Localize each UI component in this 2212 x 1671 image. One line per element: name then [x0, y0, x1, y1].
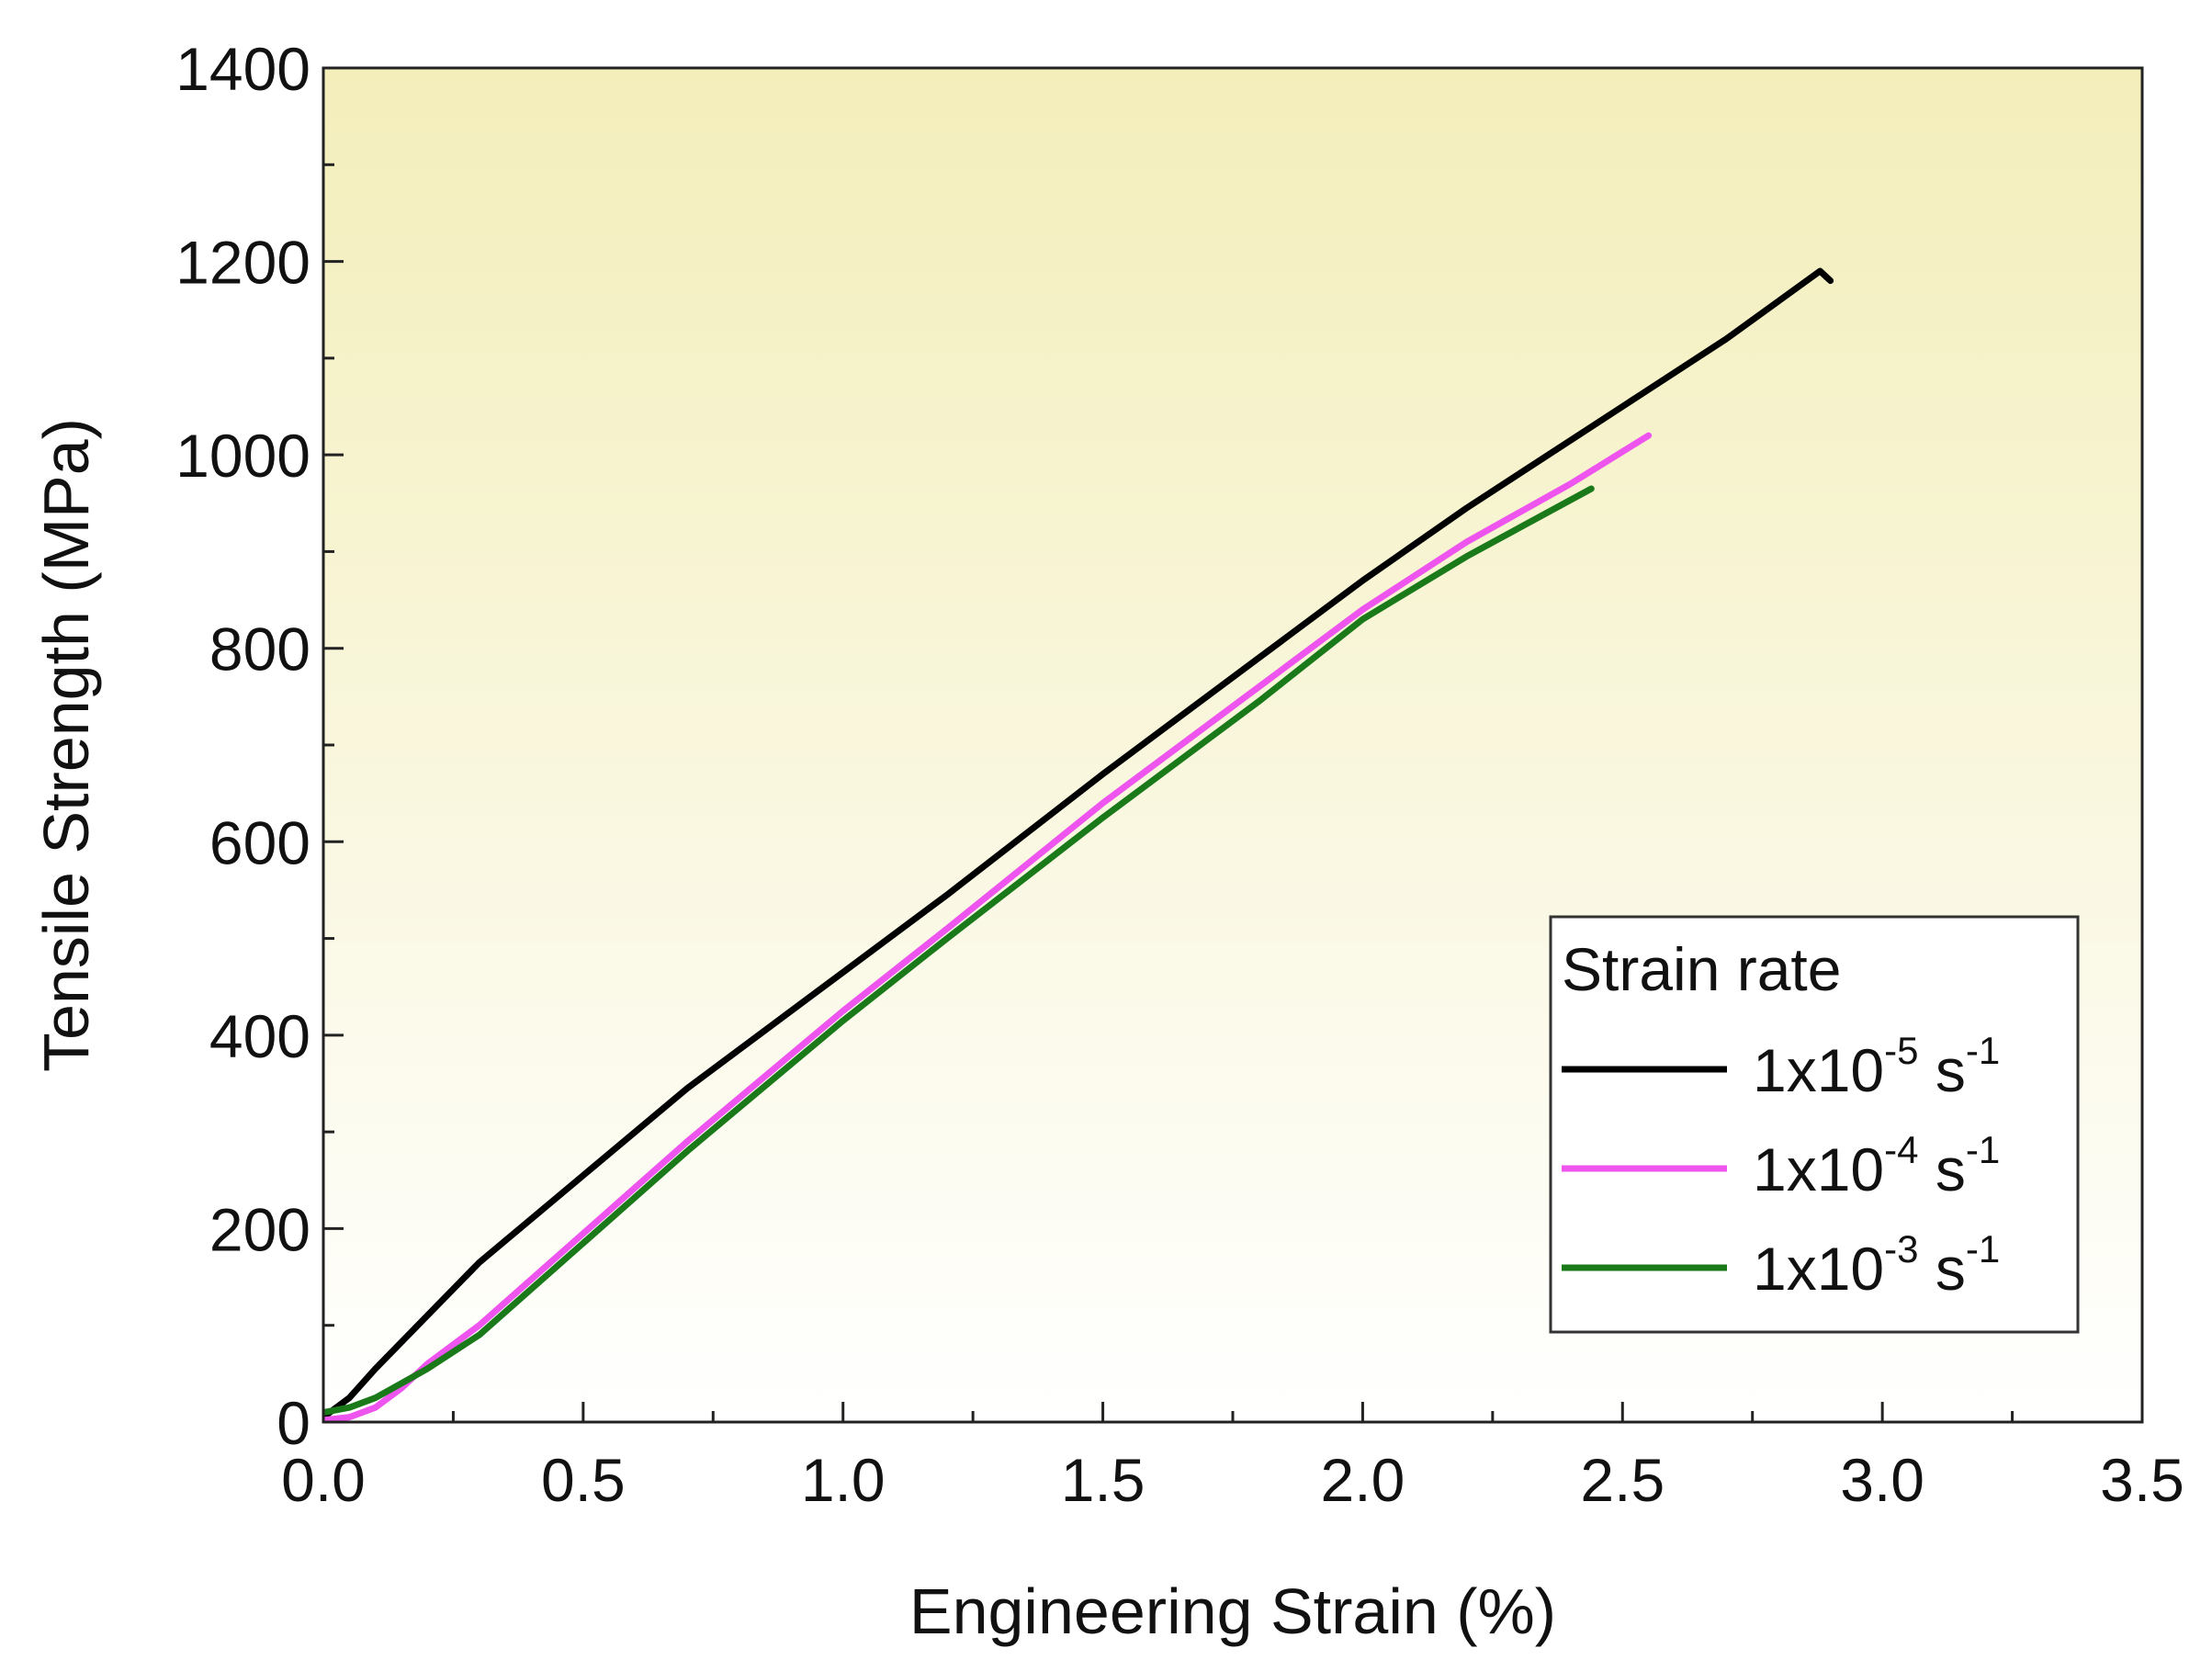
- y-tick-label: 1200: [175, 229, 310, 297]
- x-tick-label: 0.0: [281, 1446, 366, 1514]
- legend-title: Strain rate: [1562, 935, 1841, 1003]
- x-tick-label: 2.0: [1321, 1446, 1405, 1514]
- x-tick-label: 1.0: [801, 1446, 886, 1514]
- y-tick-label: 600: [209, 808, 310, 876]
- y-tick-label: 200: [209, 1195, 310, 1263]
- y-tick-label: 800: [209, 615, 310, 683]
- series-line: [323, 485, 1595, 1416]
- series-line: [323, 267, 1834, 1421]
- x-tick-label: 2.5: [1580, 1446, 1665, 1514]
- legend-label: 1x10-5 s-1: [1753, 1029, 2000, 1104]
- x-tick-label: 1.5: [1061, 1446, 1146, 1514]
- y-tick-label: 400: [209, 1002, 310, 1070]
- ticks-layer: 0.0 0.5 1.0 1.5 2.0 2.5 3.0 3.5 0 200 400 600 800 100…: [175, 35, 2184, 1514]
- legend-box: [1549, 915, 2080, 1334]
- legend-label: 1x10-3 s-1: [1753, 1227, 2000, 1303]
- y-tick-label: 1000: [175, 422, 310, 490]
- y-axis-title: Tensile Strength (MPa): [30, 418, 102, 1072]
- x-tick-label: 3.5: [2100, 1446, 2184, 1514]
- legend-entries: 1x10-5 s-1 1x10-4 s-1 1x10-3 s-1: [1562, 1029, 2000, 1303]
- legend: Strain rate 1x10-5 s-1 1x10-4 s-1 1x10-3 s…: [1549, 915, 2080, 1334]
- series-layer: [323, 267, 1834, 1422]
- series-line: [323, 432, 1653, 1422]
- x-tick-label: 0.5: [541, 1446, 626, 1514]
- legend-label: 1x10-4 s-1: [1753, 1128, 2000, 1203]
- y-tick-label: 1400: [175, 35, 310, 103]
- x-axis-title: Engineering Strain (%): [909, 1575, 1556, 1647]
- x-tick-label: 3.0: [1840, 1446, 1924, 1514]
- y-tick-label: 0: [276, 1389, 310, 1457]
